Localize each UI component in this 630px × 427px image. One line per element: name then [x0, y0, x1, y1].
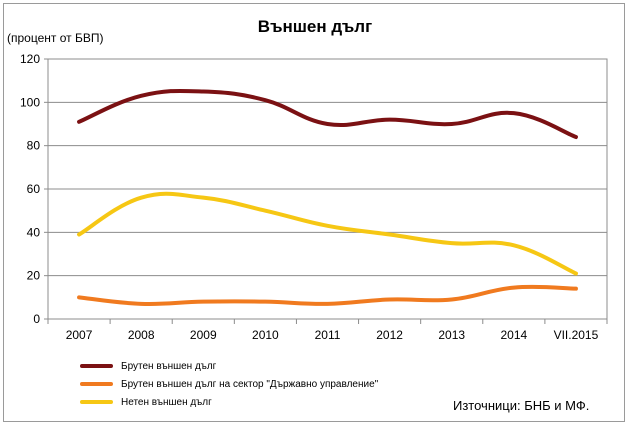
source-note: Източници: БНБ и МФ.: [453, 398, 590, 413]
legend: Брутен външен дълг Брутен външен дълг на…: [80, 357, 378, 411]
grid-layer: [48, 58, 607, 277]
y-tick-label: 120: [20, 52, 40, 66]
legend-label-net-external-debt: Нетен външен дълг: [121, 396, 212, 408]
y-tick-label: 60: [27, 182, 41, 196]
y-tick-label: 0: [33, 312, 40, 326]
x-tick-label: 2014: [500, 328, 527, 342]
y-tick-label: 80: [27, 139, 41, 153]
legend-swatch-government-debt: [80, 382, 113, 386]
legend-item-gross-external-debt: Брутен външен дълг: [80, 357, 378, 375]
x-tick-label: 2012: [376, 328, 403, 342]
legend-item-net-external-debt: Нетен външен дълг: [80, 393, 378, 411]
legend-item-government-debt: Брутен външен дълг на сектор "Държавно у…: [80, 375, 378, 393]
plot-area-border: [47, 58, 608, 320]
y-tick-label: 40: [27, 225, 41, 239]
series-line-net-external-debt: [77, 191, 578, 276]
x-tick-label: 2008: [128, 328, 155, 342]
y-tick-label: 20: [27, 269, 41, 283]
x-tick-label: 2007: [66, 328, 93, 342]
legend-swatch-gross-external-debt: [80, 364, 113, 368]
y-tick-label: 100: [20, 95, 40, 109]
x-tick-label: 2010: [252, 328, 279, 342]
x-tick-label: 2013: [438, 328, 465, 342]
chart-frame: [3, 3, 625, 422]
series-line-government-debt: [77, 284, 578, 307]
x-tick-label: 2011: [315, 328, 341, 342]
legend-swatch-net-external-debt: [80, 400, 113, 404]
chart-title: Външен дълг: [257, 17, 373, 36]
legend-label-gross-external-debt: Брутен външен дълг: [121, 360, 217, 372]
series-line-gross-external-debt: [77, 88, 578, 139]
axis-layer: [44, 58, 608, 324]
series-layer: [77, 88, 578, 307]
y-axis-unit-label: (процент от БВП): [7, 31, 104, 45]
x-tick-label: 2009: [190, 328, 217, 342]
tick-label-layer: 0 20 40 60 80 100 120 2007 2008 2009 2010 2011 2012 2…: [20, 52, 599, 342]
x-tick-label: VII.2015: [554, 328, 599, 342]
legend-label-government-debt: Брутен външен дълг на сектор "Държавно у…: [121, 378, 379, 390]
